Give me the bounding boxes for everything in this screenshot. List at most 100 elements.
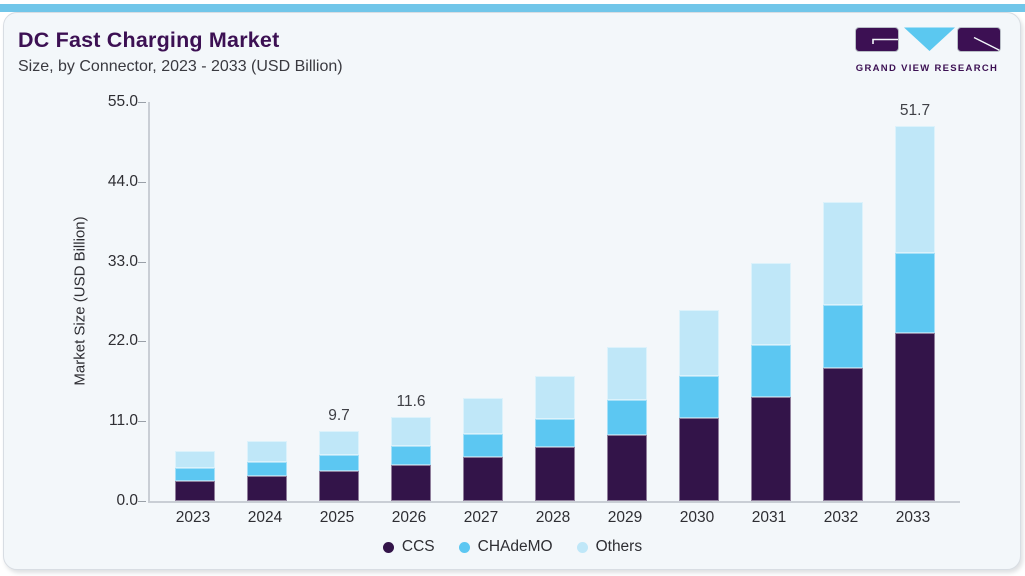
bar-segment-ccs-2032 (823, 368, 863, 501)
x-axis-label-2027: 2027 (463, 509, 499, 526)
grand-view-research-logo: GRAND VIEW RESEARCH (853, 26, 1001, 74)
y-tick-mark (138, 501, 146, 502)
legend-label-chademo: CHAdeMO (477, 538, 553, 555)
y-tick-mark (138, 181, 146, 183)
bar-segment-chademo-2027 (463, 434, 503, 458)
bar-segment-others-2033 (895, 125, 935, 253)
bar-segment-ccs-2031 (751, 396, 791, 501)
x-axis-label-2029: 2029 (607, 509, 643, 526)
x-axis-label-2026: 2026 (391, 509, 427, 526)
value-label-2033: 51.7 (899, 101, 931, 119)
bar-segment-ccs-2026 (391, 465, 431, 501)
bar-segment-others-2029 (607, 346, 647, 401)
bar-segment-ccs-2029 (607, 434, 647, 501)
plot-area: 9.7 11.6 51.7 (148, 102, 960, 503)
x-axis-label-2030: 2030 (679, 509, 715, 526)
y-tick-label-33.0: 33.0 (107, 252, 138, 270)
bar-2030 (679, 102, 719, 501)
x-axis-label-2025: 2025 (319, 509, 355, 526)
bar-stack-2029 (607, 346, 647, 501)
bar-segment-ccs-2030 (679, 417, 719, 501)
bar-stack-2026 (391, 416, 431, 501)
value-label-2025: 9.7 (328, 406, 350, 424)
x-axis-labels: 2023 2024 2025 2026 2027 2028 2029 2030 2031 2032… (148, 509, 958, 527)
bar-segment-chademo-2028 (535, 419, 575, 447)
legend-dot-others (576, 541, 588, 553)
bar-2024 (247, 102, 287, 501)
bar-stack-2028 (535, 375, 575, 501)
bar-2026: 11.6 (391, 102, 431, 501)
bar-segment-others-2032 (823, 202, 863, 306)
legend-dot-chademo (458, 541, 470, 553)
bar-stack-2025 (319, 430, 359, 501)
bar-2025: 9.7 (319, 102, 359, 501)
x-axis-label-2024: 2024 (247, 509, 283, 526)
top-accent-bar (0, 4, 1025, 12)
legend-item-others: Others (576, 538, 643, 556)
legend-dot-ccs (382, 541, 394, 553)
y-axis-title: Market Size (USD Billion) (71, 216, 89, 386)
bar-segment-others-2025 (319, 430, 359, 455)
bar-segment-ccs-2027 (463, 457, 503, 501)
bar-2027 (463, 102, 503, 501)
legend-item-chademo: CHAdeMO (458, 538, 553, 556)
bar-segment-chademo-2024 (247, 461, 287, 476)
logo-r-glyph (973, 36, 1000, 51)
bar-2032 (823, 102, 863, 501)
x-axis-label-2033: 2033 (895, 509, 931, 526)
chart-title: DC Fast Charging Market (18, 28, 280, 52)
bar-segment-ccs-2028 (535, 446, 575, 501)
bar-stack-2031 (751, 263, 791, 501)
bar-stack-2030 (679, 310, 719, 501)
bar-segment-chademo-2029 (607, 400, 647, 435)
bar-stack-2023 (175, 450, 215, 501)
bar-2029 (607, 102, 647, 501)
bar-segment-chademo-2025 (319, 454, 359, 472)
y-tick-mark (138, 261, 146, 263)
logo-g-glyph (872, 38, 898, 44)
y-tick-label-55.0: 55.0 (107, 93, 138, 110)
bar-segment-chademo-2030 (679, 375, 719, 418)
bar-stack-2033 (895, 125, 935, 501)
legend-label-ccs: CCS (401, 538, 435, 555)
x-axis-label-2032: 2032 (823, 509, 859, 526)
y-tick-mark (138, 102, 146, 103)
legend-label-others: Others (595, 538, 643, 555)
x-axis-label-2023: 2023 (175, 509, 211, 526)
logo-wordmark: GRAND VIEW RESEARCH (855, 63, 999, 74)
bar-2031 (751, 102, 791, 501)
y-tick-mark (138, 341, 146, 343)
y-tick-mark (138, 421, 146, 423)
bar-stack-2024 (247, 440, 287, 501)
bar-segment-others-2026 (391, 416, 431, 446)
value-label-2026: 11.6 (396, 392, 426, 410)
bar-stack-2027 (463, 398, 503, 501)
legend-item-ccs: CCS (382, 538, 435, 556)
y-tick-label-0.0: 0.0 (116, 492, 138, 509)
bar-segment-chademo-2033 (895, 252, 935, 333)
bar-segment-others-2027 (463, 398, 503, 435)
bar-segment-ccs-2033 (895, 332, 935, 501)
chart-subtitle: Size, by Connector, 2023 - 2033 (USD Bil… (18, 58, 343, 75)
bar-segment-others-2028 (535, 375, 575, 420)
bar-segment-chademo-2026 (391, 445, 431, 466)
bar-2023 (175, 102, 215, 501)
bar-segment-chademo-2031 (751, 345, 791, 397)
bar-segment-chademo-2032 (823, 305, 863, 369)
y-tick-label-11.0: 11.0 (108, 412, 138, 430)
bar-segment-others-2024 (247, 440, 287, 462)
x-axis-label-2028: 2028 (535, 509, 571, 526)
chart-legend: CCS CHAdeMO Others (0, 538, 1025, 556)
bar-stack-2032 (823, 202, 863, 501)
logo-v-triangle-icon (904, 27, 955, 51)
bar-segment-ccs-2024 (247, 475, 287, 501)
bar-segment-chademo-2023 (175, 468, 215, 481)
y-tick-label-44.0: 44.0 (107, 172, 138, 190)
bar-2033: 51.7 (895, 102, 935, 501)
bar-segment-others-2030 (679, 310, 719, 376)
bar-segment-others-2023 (175, 450, 215, 469)
logo-mark (855, 27, 1001, 52)
bar-segment-others-2031 (751, 263, 791, 346)
bar-2028 (535, 102, 575, 501)
